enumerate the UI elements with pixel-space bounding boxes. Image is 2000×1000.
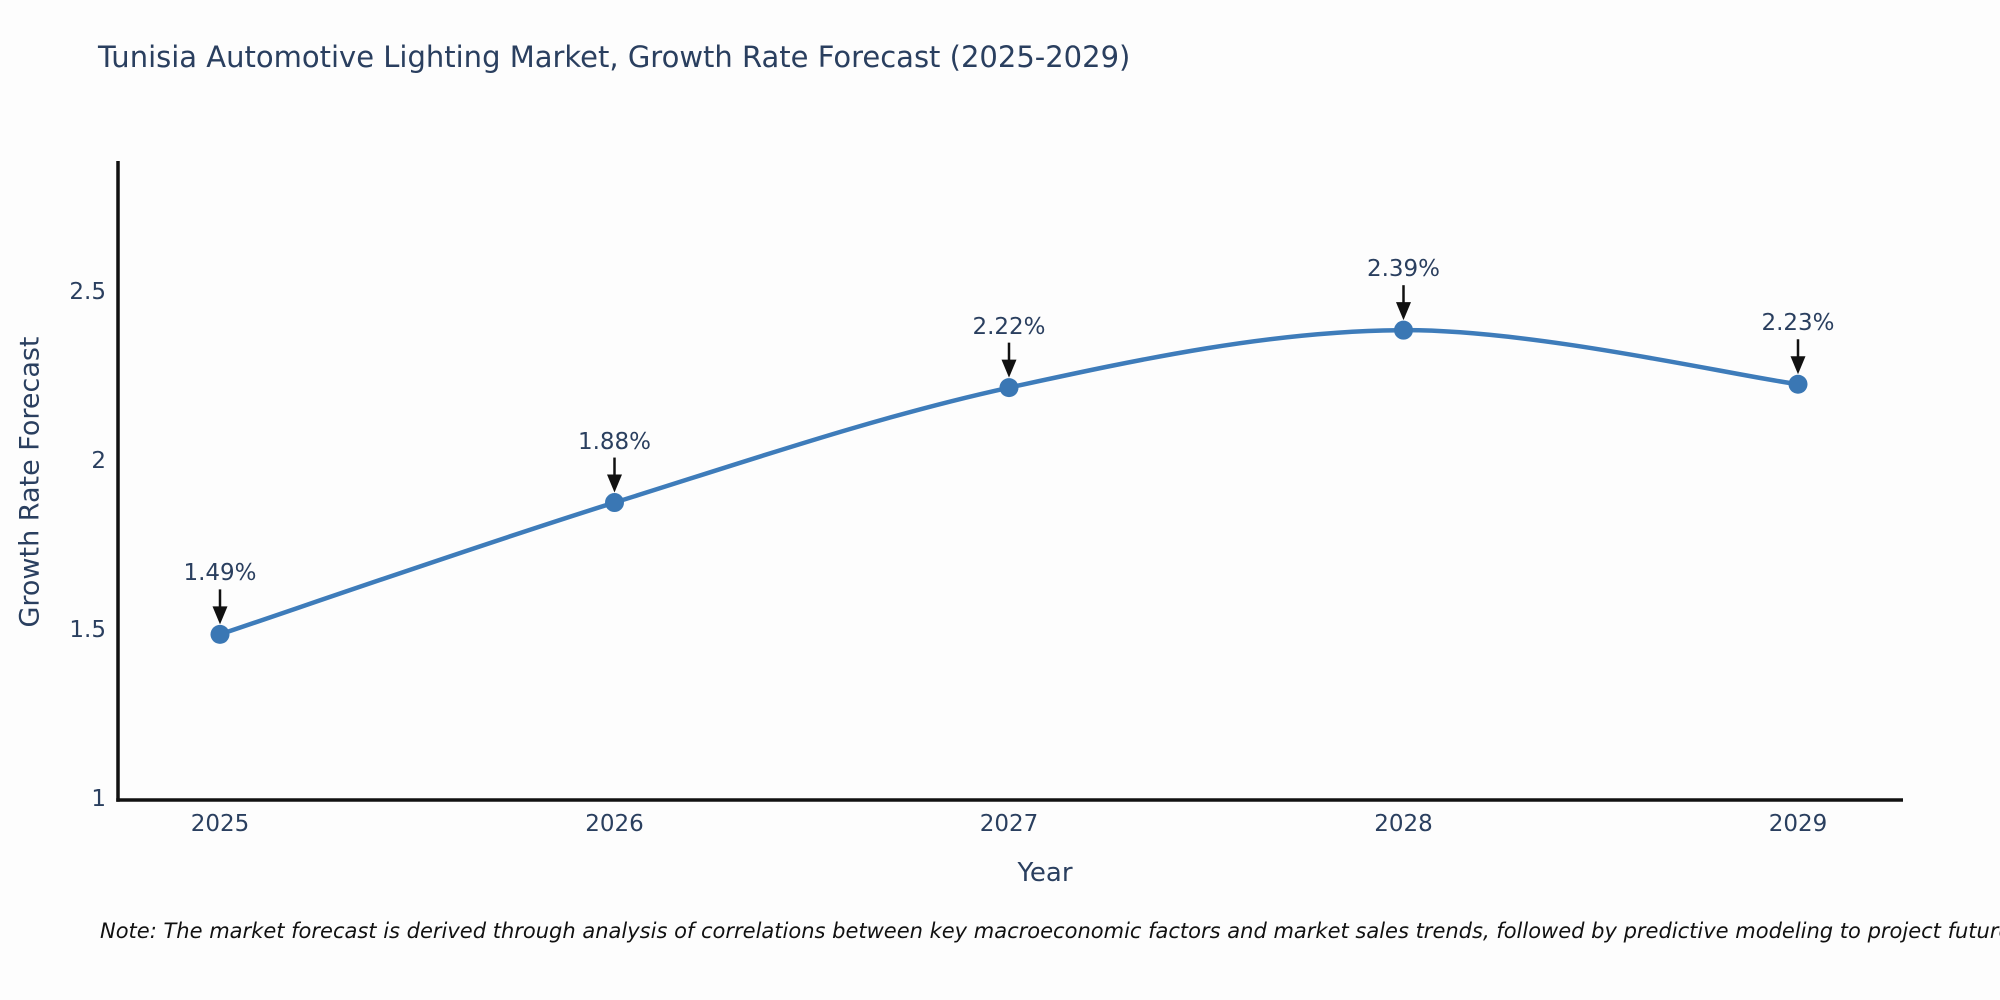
data-point-marker-2028[interactable] <box>1394 320 1413 340</box>
data-point-marker-2025[interactable] <box>210 624 230 644</box>
data-point-marker-2026[interactable] <box>605 493 624 513</box>
annotation-arrow-head <box>607 474 622 493</box>
annotation-arrow-head <box>1790 356 1806 375</box>
annotation-arrow-head <box>1396 302 1411 321</box>
chart-title: Tunisia Automotive Lighting Market, Grow… <box>98 40 1131 74</box>
annotation-arrow-head <box>212 606 228 625</box>
footnote: Note: The market forecast is derived thr… <box>100 919 2000 943</box>
annotation-arrow-head <box>1001 359 1017 378</box>
data-point-marker-2027[interactable] <box>999 378 1019 398</box>
data-point-marker-2029[interactable] <box>1788 374 1808 394</box>
x-axis-title: Year <box>1017 858 1073 888</box>
